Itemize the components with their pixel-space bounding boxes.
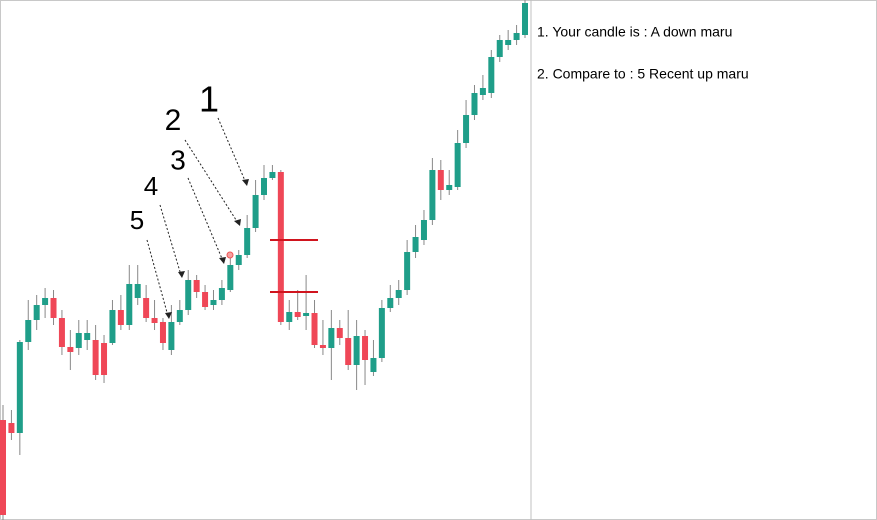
- candle-body: [101, 343, 108, 375]
- arrow-head: [242, 179, 249, 186]
- candle-body: [67, 347, 74, 352]
- candle-body: [235, 255, 242, 265]
- candle-body: [143, 298, 150, 318]
- candle-body: [471, 93, 478, 115]
- candle-body: [303, 313, 310, 316]
- candle-body: [159, 322, 166, 343]
- candle-body: [185, 280, 192, 310]
- annotation-number: 4: [144, 171, 158, 201]
- note: 2. Compare to : 5 Recent up maru: [537, 66, 749, 82]
- note: 1. Your candle is : A down maru: [537, 24, 732, 40]
- arrow: [146, 239, 169, 317]
- candle-body: [404, 252, 411, 290]
- candle-body: [294, 312, 301, 317]
- candle-body: [463, 115, 470, 143]
- candle-body: [227, 265, 234, 290]
- candle-body: [429, 170, 436, 220]
- candle-body: [193, 280, 200, 292]
- candle-body: [244, 228, 251, 255]
- candle-body: [420, 220, 427, 240]
- candle-body: [277, 172, 284, 322]
- candle-body: [92, 340, 99, 375]
- candle-body: [126, 284, 133, 325]
- candle-body: [513, 33, 520, 40]
- annotation-number: 1: [199, 79, 219, 120]
- candle-body: [345, 338, 352, 365]
- annotation-number: 3: [170, 144, 186, 175]
- candle-body: [50, 298, 57, 318]
- candle-body: [176, 310, 183, 322]
- plot-area: [0, 0, 528, 520]
- candle-body: [336, 328, 343, 338]
- candle-body: [0, 420, 6, 515]
- candle-body: [496, 40, 503, 57]
- annotation-number: 2: [165, 104, 182, 137]
- candle-body: [269, 172, 276, 178]
- candle-body: [286, 312, 293, 322]
- candle-body: [16, 342, 23, 433]
- candle-body: [42, 298, 49, 305]
- candle-body: [151, 318, 158, 323]
- candle-body: [412, 237, 419, 252]
- candle-body: [311, 313, 318, 345]
- marker-dot: [226, 251, 234, 259]
- candle-body: [353, 336, 360, 365]
- candle-body: [370, 358, 377, 372]
- arrow: [159, 204, 182, 276]
- candle-body: [328, 328, 335, 348]
- candle-body: [25, 320, 32, 342]
- candle-body: [168, 322, 175, 350]
- candle-body: [202, 292, 209, 307]
- candle-body: [252, 195, 259, 228]
- candle-body: [218, 288, 225, 300]
- arrow: [184, 139, 239, 224]
- candle-body: [505, 40, 512, 45]
- candle-body: [117, 310, 124, 325]
- candle-body: [319, 345, 326, 348]
- arrow-head: [165, 312, 172, 319]
- arrow-heads: [165, 179, 249, 319]
- annotation-number: 5: [130, 205, 144, 235]
- candle-body: [58, 318, 65, 347]
- arrow-head: [234, 219, 241, 226]
- candle-body: [210, 300, 217, 305]
- arrow-head: [219, 257, 226, 264]
- arrow: [187, 177, 224, 262]
- candle-body: [378, 308, 385, 358]
- candle-body: [488, 57, 495, 93]
- candle-body: [479, 88, 486, 95]
- candle-body: [84, 333, 91, 340]
- arrow-head: [178, 271, 185, 278]
- candle-body: [109, 310, 116, 343]
- candle-body: [33, 305, 40, 320]
- candle-body: [395, 290, 402, 298]
- candle-body: [8, 423, 15, 433]
- candle-body: [362, 336, 369, 360]
- candle-body: [522, 3, 528, 35]
- candle-body: [75, 333, 82, 348]
- candle-body: [387, 298, 394, 308]
- candle-body: [454, 143, 461, 187]
- candle-body: [437, 170, 444, 190]
- arrows: [146, 117, 247, 317]
- candle-body: [446, 185, 453, 190]
- candle-body: [134, 284, 141, 298]
- candle-body: [261, 178, 267, 195]
